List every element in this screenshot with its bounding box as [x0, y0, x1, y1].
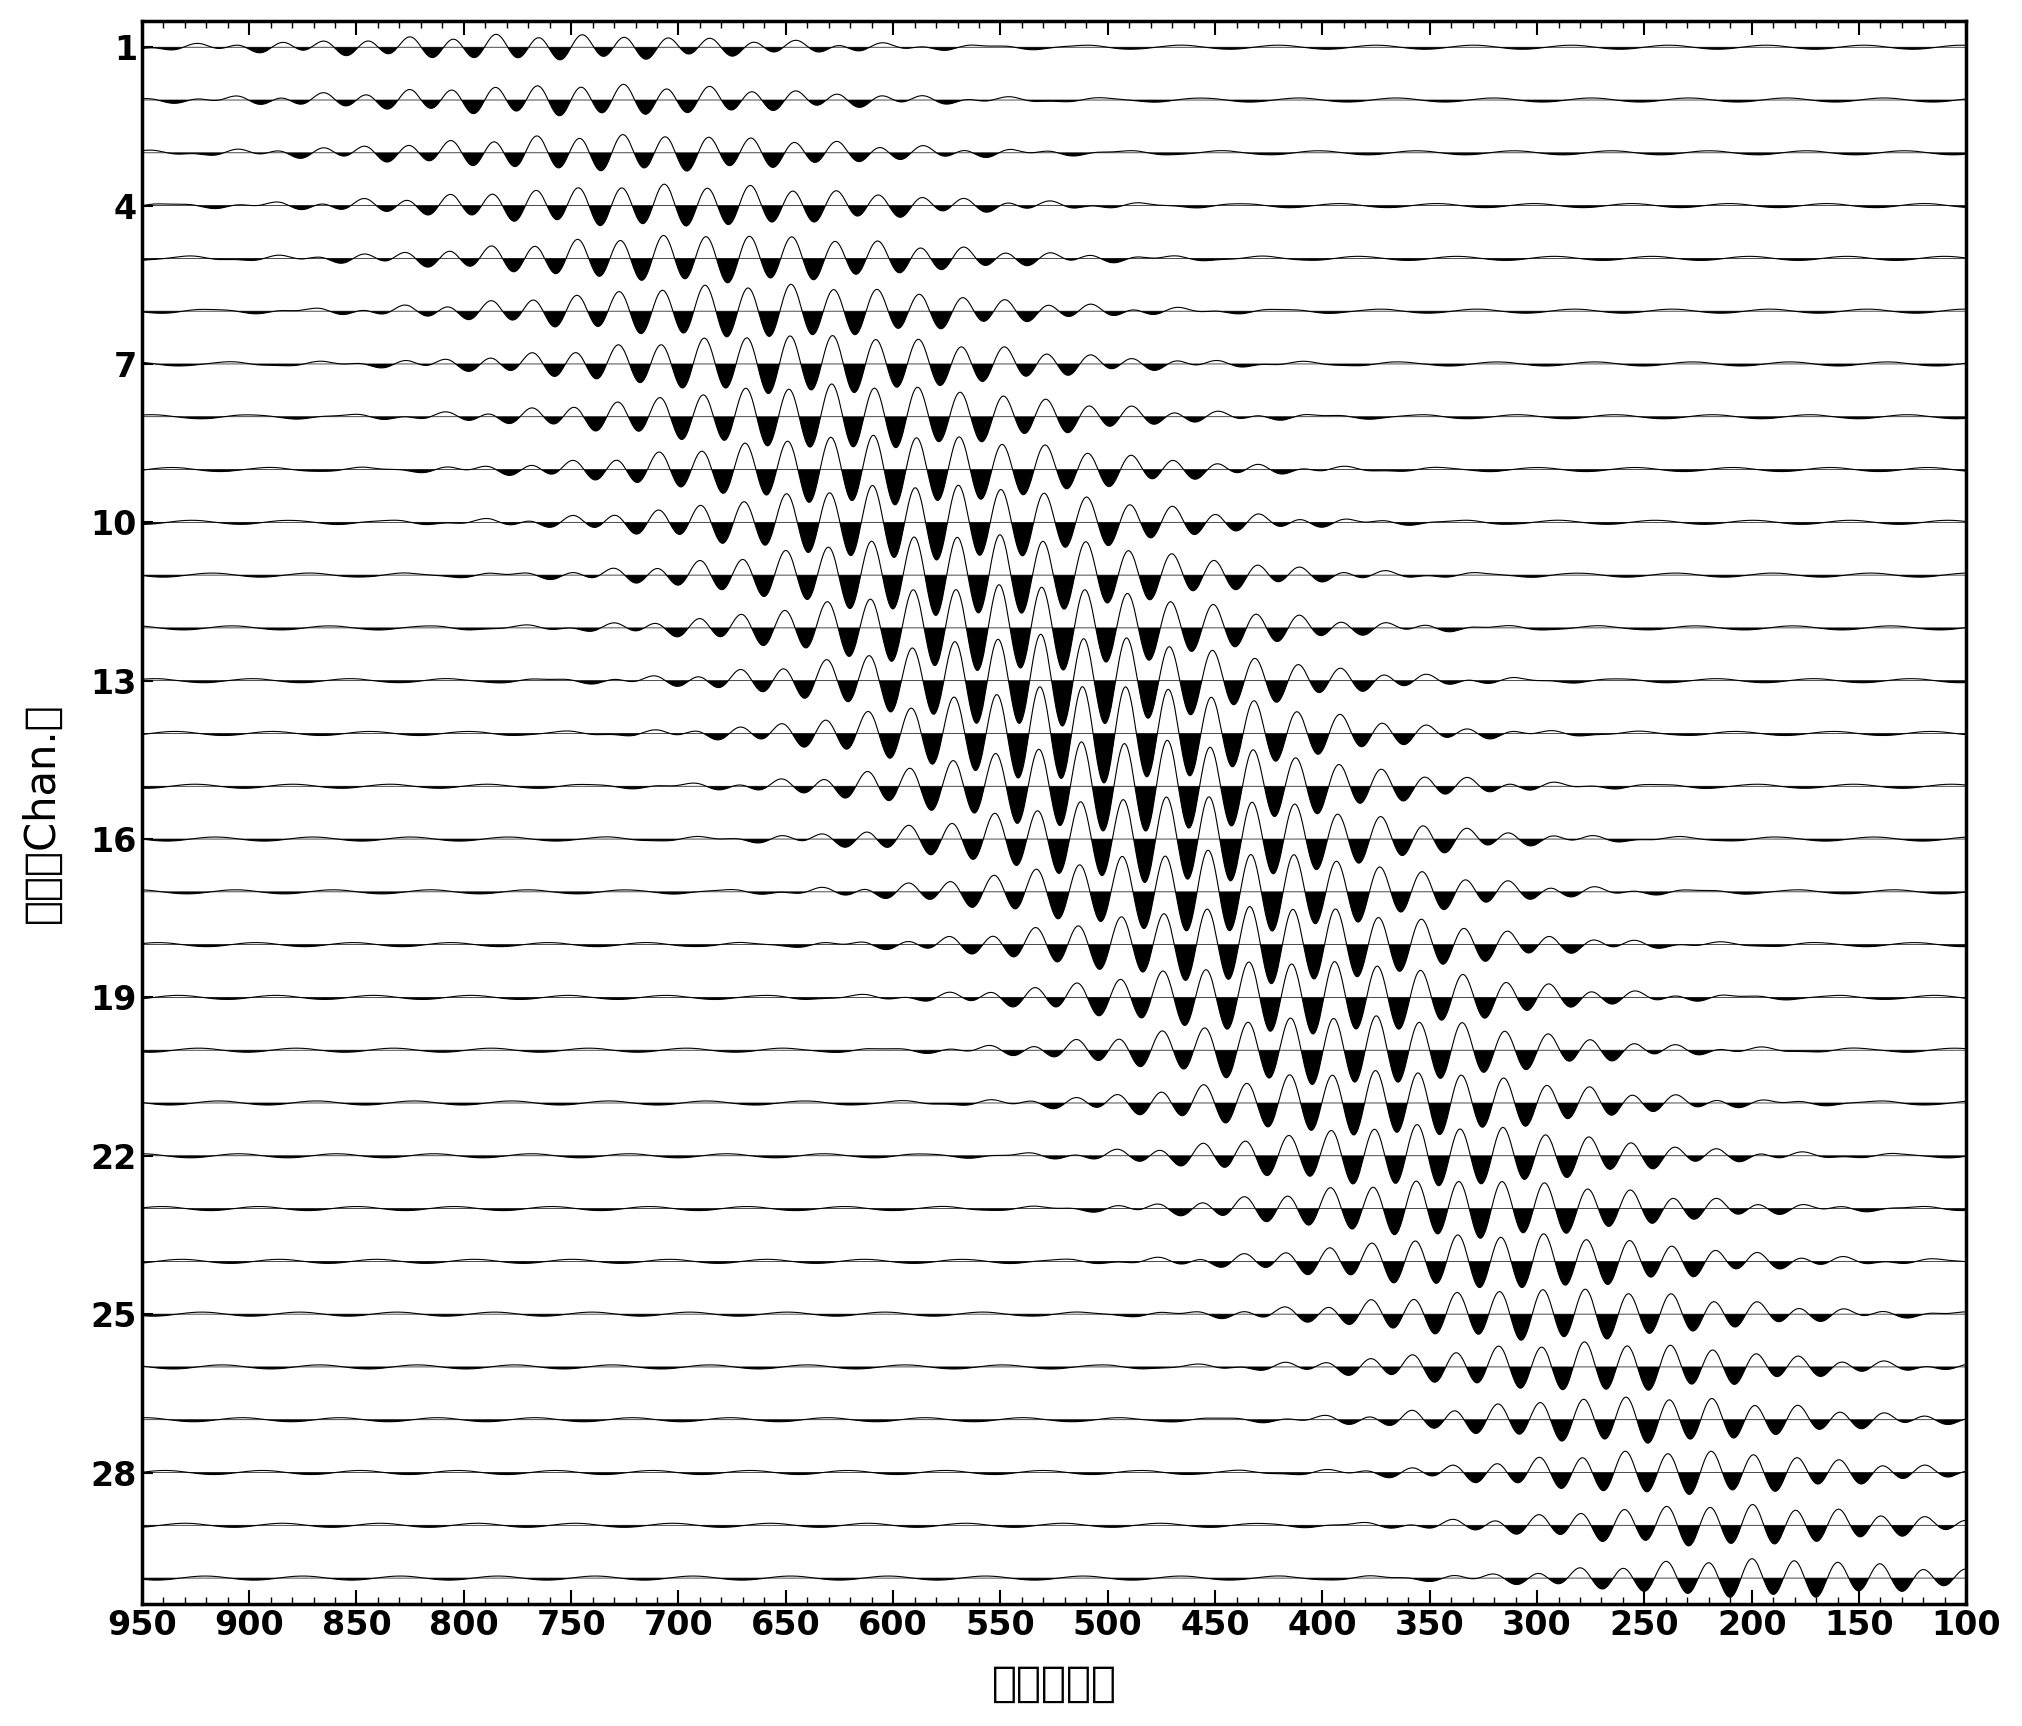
X-axis label: 时间（秒）: 时间（秒）	[991, 1664, 1116, 1705]
Y-axis label: 通道（Chan.）: 通道（Chan.）	[20, 702, 63, 923]
